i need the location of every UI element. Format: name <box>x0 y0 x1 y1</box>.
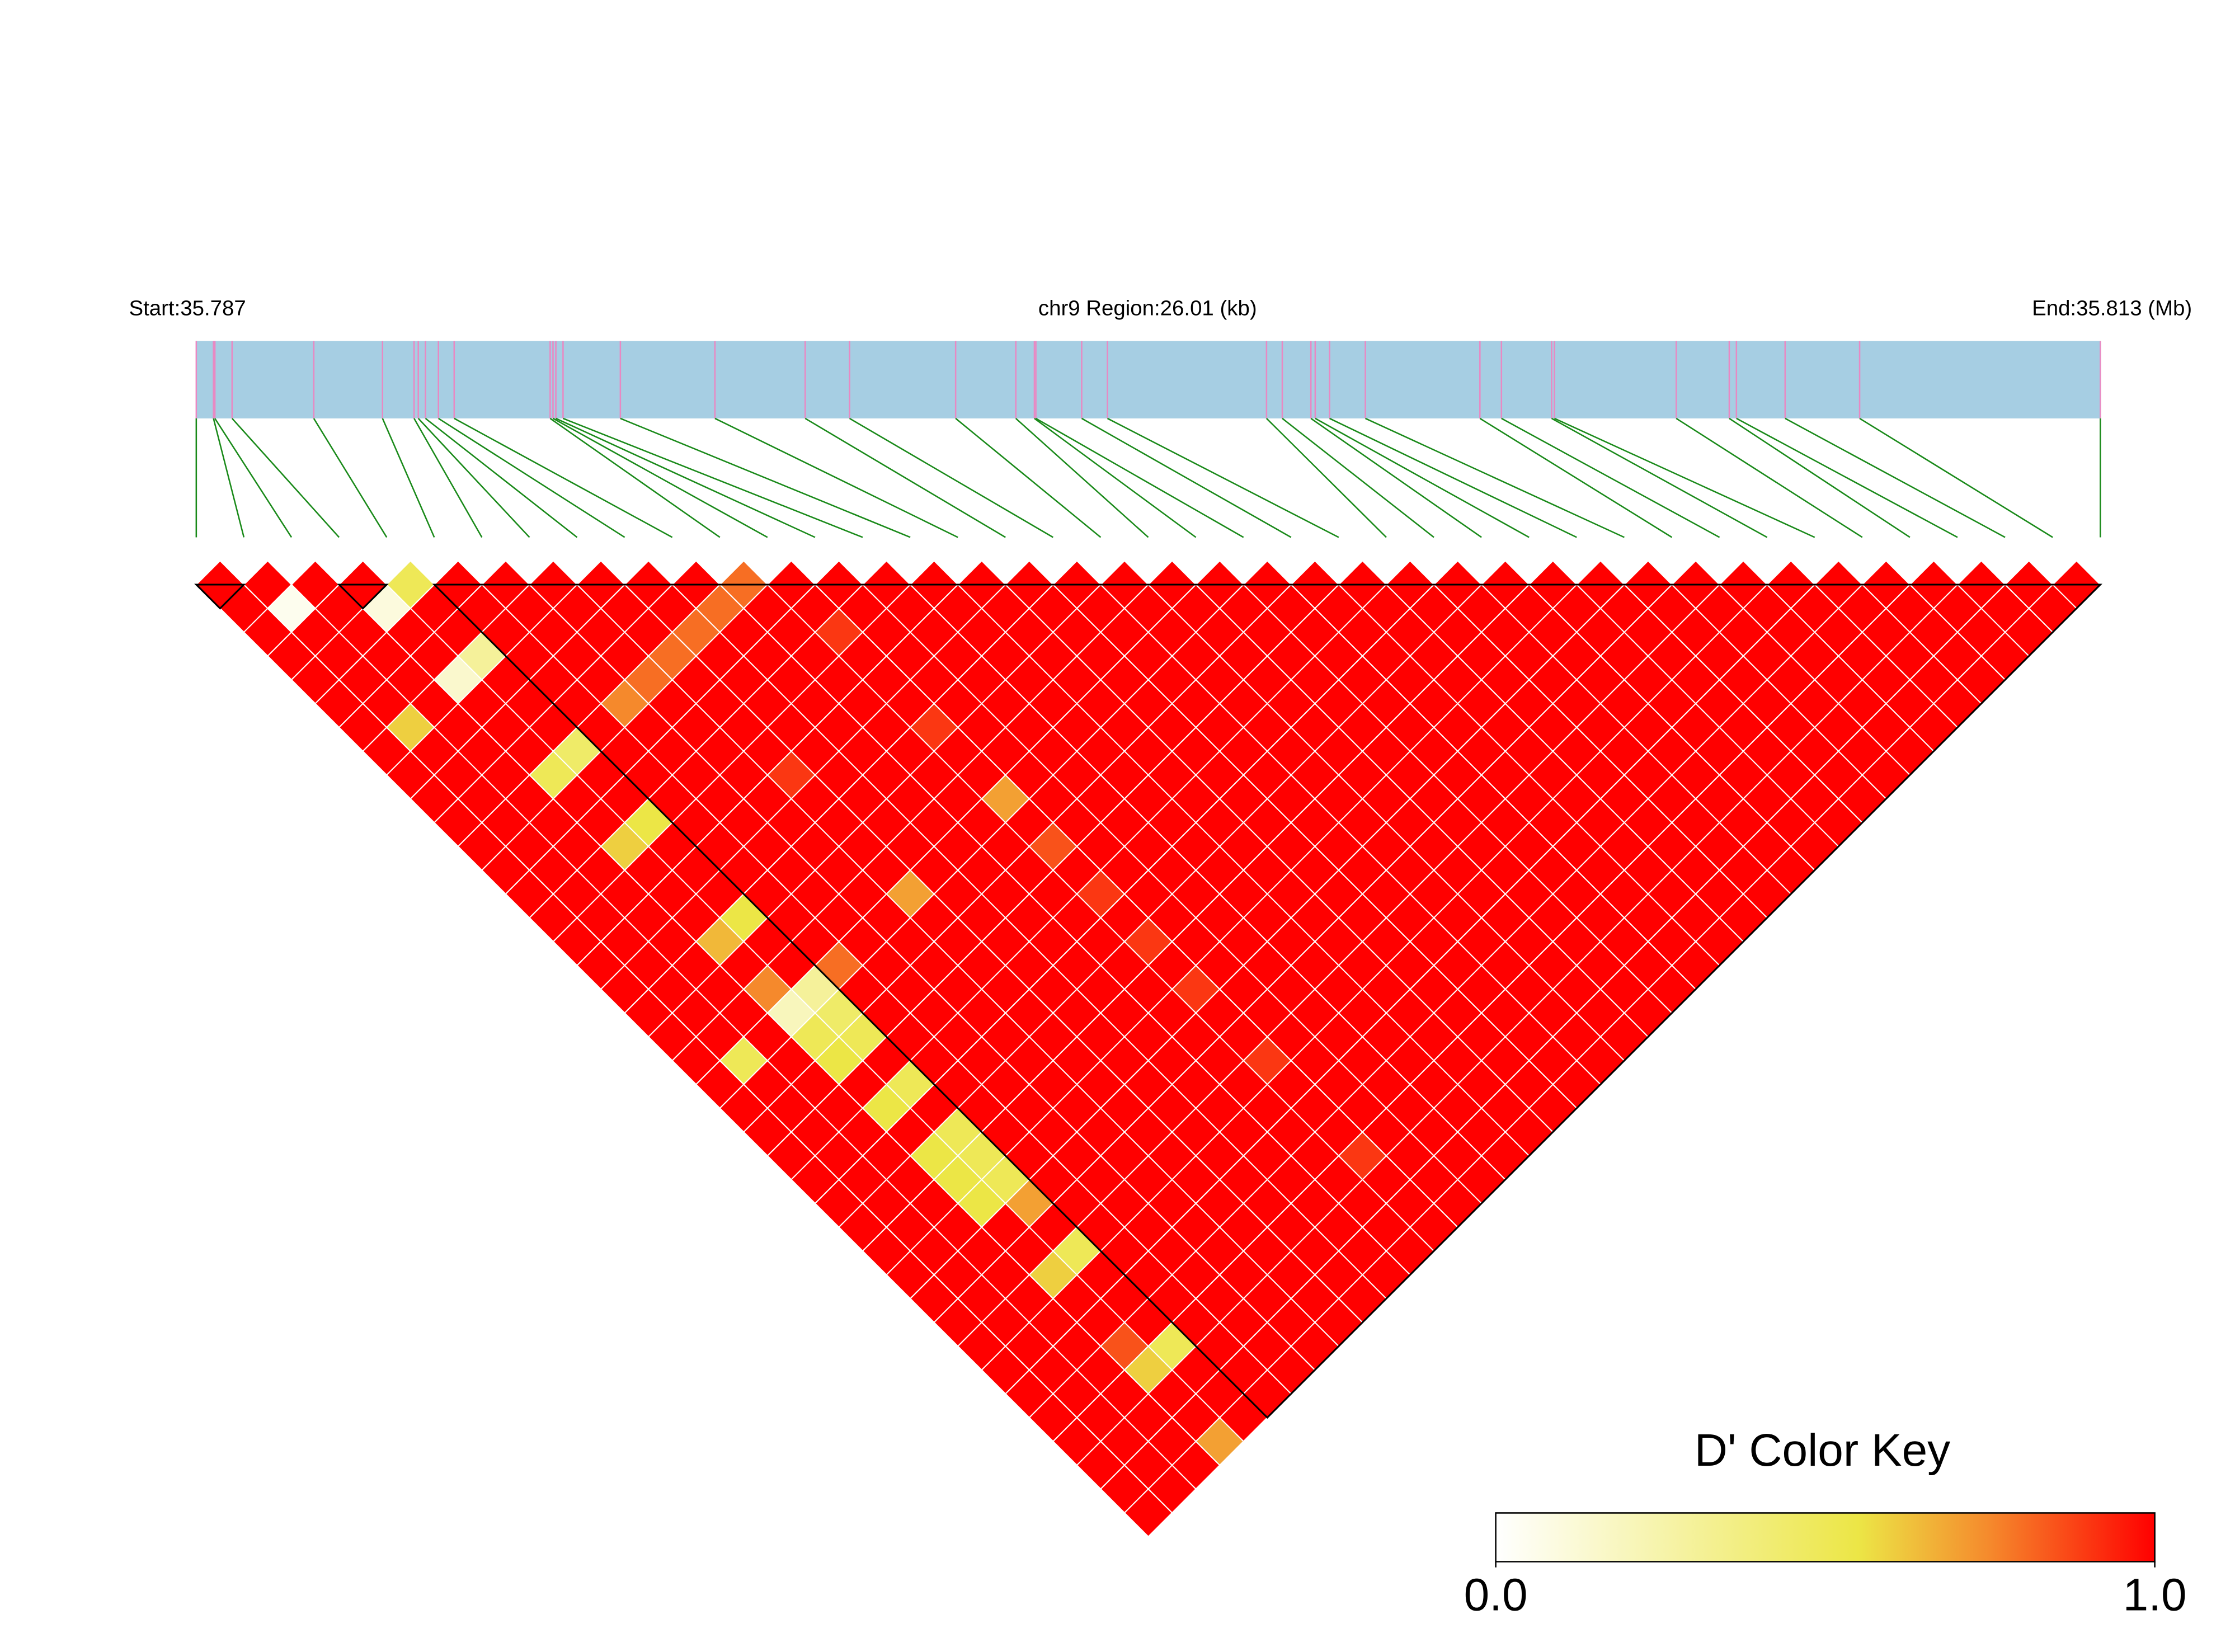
region-bar <box>196 341 2101 418</box>
end-label: End:35.813 (Mb) <box>2032 296 2192 321</box>
snp-connector <box>1554 417 1815 538</box>
color-key-tick-label: 0.0 <box>1464 1570 1528 1621</box>
snp-connector <box>454 417 673 538</box>
snp-connector <box>1034 417 1197 538</box>
snp-connector <box>313 418 388 538</box>
color-key-title: D' Color Key <box>1695 1425 1950 1476</box>
snp-connector <box>1364 417 1625 538</box>
snp-connector <box>1859 417 2053 538</box>
snp-connector <box>1729 417 1911 538</box>
ld-block <box>337 583 389 610</box>
snp-connector <box>1310 417 1482 538</box>
snp-connector <box>1282 417 1434 538</box>
snp-connector <box>1081 417 1292 538</box>
ld-block <box>432 583 2102 1419</box>
start-label: Start:35.787 <box>129 296 246 321</box>
snp-connector <box>955 417 1102 538</box>
color-key-tick-label: 1.0 <box>2123 1570 2187 1621</box>
snp-connector <box>382 418 435 538</box>
snp-connector <box>213 418 245 538</box>
snp-connector <box>1015 417 1149 538</box>
color-key <box>1495 1512 2156 1562</box>
snp-connector <box>413 418 483 538</box>
snp-connector <box>714 417 958 538</box>
snp-connector <box>1107 417 1339 538</box>
snp-connector <box>1501 417 1720 538</box>
snp-connector <box>1479 417 1673 538</box>
snp-connector <box>620 417 911 538</box>
region-label: chr9 Region:26.01 (kb) <box>1038 296 1257 321</box>
snp-connector <box>552 417 768 538</box>
snp-connector <box>562 417 863 538</box>
snp-connector <box>1736 417 1958 538</box>
snp-connector <box>1329 417 1577 538</box>
snp-connector <box>549 417 721 538</box>
snp-connector <box>417 418 530 538</box>
snp-connector <box>425 417 578 538</box>
snp-connector <box>849 417 1054 538</box>
snp-connector <box>1551 417 1768 538</box>
snp-connector <box>1035 417 1244 538</box>
snp-connector <box>231 418 340 538</box>
snp-connector <box>556 417 816 538</box>
snp-connector <box>1676 417 1863 538</box>
snp-connector <box>214 418 293 538</box>
snp-connector <box>1265 418 1387 538</box>
snp-connector <box>804 417 1006 538</box>
ld-block <box>194 583 246 610</box>
snp-connector <box>438 417 625 538</box>
snp-connector <box>1785 417 2006 538</box>
snp-connector <box>1315 417 1530 538</box>
